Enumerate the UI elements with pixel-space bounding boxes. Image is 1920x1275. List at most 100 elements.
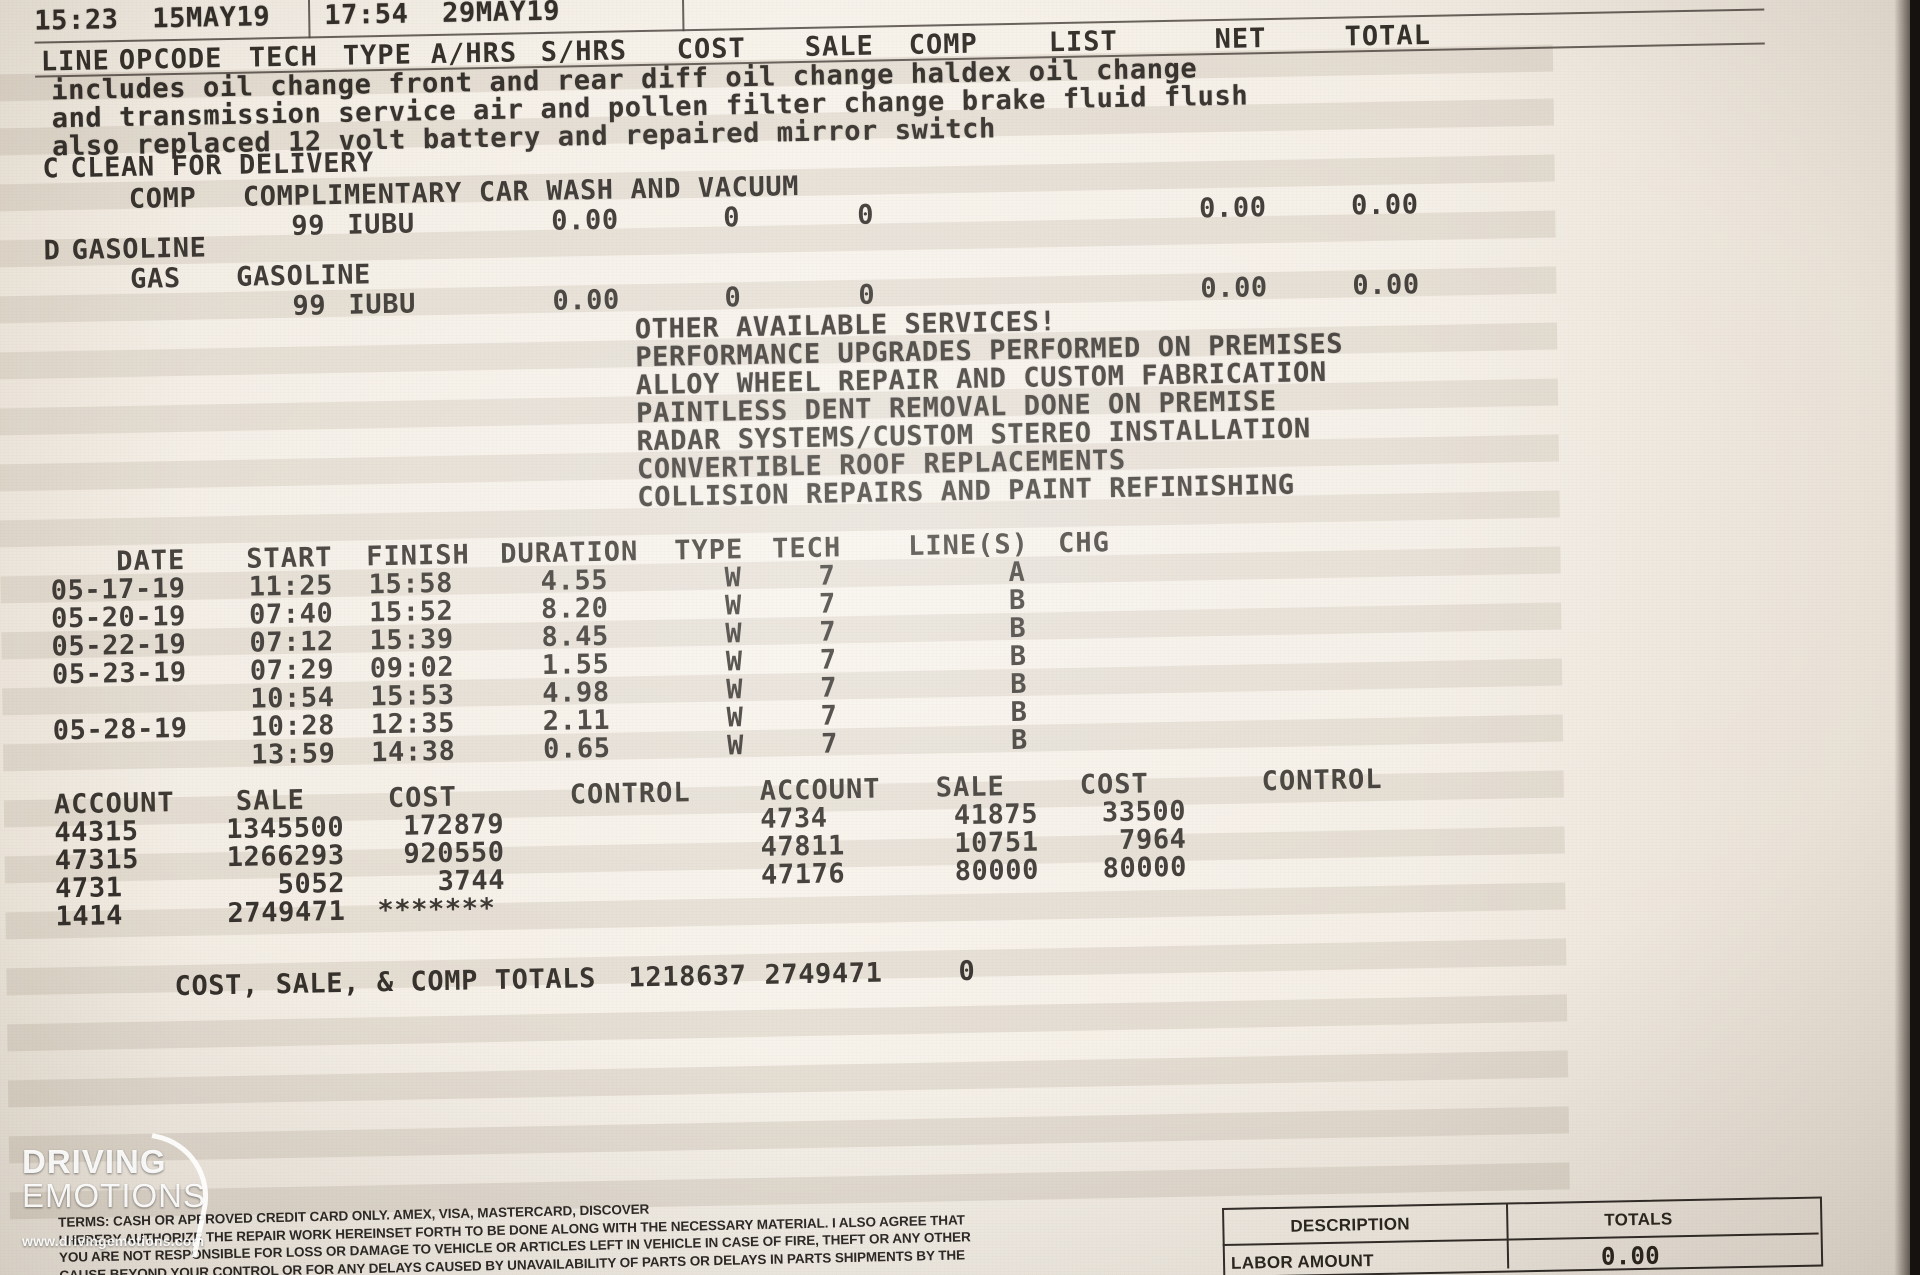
time-row-type: W <box>726 702 744 734</box>
timestamp-close: 17:54 29MAY19 <box>323 0 561 32</box>
col-header-ahrs: A/HRS <box>430 37 518 71</box>
time-row-finish: 15:53 <box>370 679 455 713</box>
account-row-number: 47811 <box>760 830 846 863</box>
line-item-tech: 99 <box>292 290 327 322</box>
time-row-date: 05-28-19 <box>52 712 188 747</box>
zebra-band <box>2 714 1564 772</box>
time-header-finish: FINISH <box>366 539 471 573</box>
time-row-finish: 12:35 <box>370 707 456 741</box>
zebra-band <box>7 994 1568 1052</box>
time-row-type: W <box>724 590 743 622</box>
line-item-total: 0.00 <box>1352 269 1420 302</box>
account-row-cost: 3744 <box>437 864 506 898</box>
time-row-tech: 7 <box>819 616 837 648</box>
zebra-band <box>0 210 1556 268</box>
time-row-start: 10:28 <box>250 710 336 743</box>
timestamp-open: 15:23 15MAY19 <box>34 1 271 37</box>
time-row-start: 10:54 <box>250 682 335 715</box>
line-item-op: COMP <box>128 182 197 215</box>
time-row-finish: 15:52 <box>368 595 454 629</box>
time-row-duration: 0.65 <box>542 732 611 766</box>
account-row-sale: 2749471 <box>227 895 346 930</box>
line-item-ahrs: 0.00 <box>552 284 621 317</box>
time-row-duration: 4.98 <box>542 676 610 710</box>
line-item-code: D <box>43 235 61 267</box>
time-row-tech: 7 <box>818 588 837 620</box>
account-row-sale: 5052 <box>277 867 346 901</box>
col-header-shrs: S/HRS <box>540 35 628 68</box>
time-row-type: W <box>725 646 743 678</box>
col-header-type: TYPE <box>342 39 413 72</box>
time-row-type: W <box>725 618 743 650</box>
time-row-finish: 15:58 <box>368 567 454 601</box>
account-header-cost-right: COST <box>1079 768 1149 801</box>
time-row-duration: 8.20 <box>540 592 609 626</box>
time-row-duration: 2.11 <box>542 704 611 738</box>
totals-box-row-value: 0.00 <box>1600 1241 1661 1271</box>
account-row-number: 1414 <box>55 900 124 933</box>
account-header-cost-left: COST <box>387 781 458 815</box>
time-row-start: 13:59 <box>250 738 336 771</box>
totals-box-col-totals: TOTALS <box>1604 1209 1673 1230</box>
account-header-control-right: CONTROL <box>1261 763 1383 798</box>
time-header-date: DATE <box>116 544 186 578</box>
line-item-total: 0.00 <box>1350 189 1419 222</box>
time-row-finish: 15:39 <box>369 623 454 657</box>
col-header-net: NET <box>1214 23 1267 56</box>
col-header-comp: COMP <box>908 28 978 61</box>
account-row-number: 44315 <box>54 815 139 849</box>
col-header-sale: SALE <box>804 30 874 63</box>
col-header-total: TOTAL <box>1344 19 1432 53</box>
line-item-ahrs: 0.00 <box>551 204 619 237</box>
account-row-number: 47315 <box>54 843 140 877</box>
totals-box-col-description: DESCRIPTION <box>1290 1214 1411 1236</box>
zebra-band <box>1 602 1562 660</box>
col-header-tech: TECH <box>248 41 319 74</box>
zebra-band <box>8 1106 1569 1164</box>
account-header-account-right: ACCOUNT <box>759 773 881 807</box>
grand-totals-comp: 0 <box>958 955 976 988</box>
line-item-type: IUBU <box>348 288 417 321</box>
account-row-sale: 1266293 <box>226 839 345 874</box>
line-item-tech: 99 <box>291 210 326 242</box>
line-item-cost: 0 <box>858 279 876 311</box>
time-row-lines: B <box>1009 668 1028 701</box>
time-header-lines: LINE(S) <box>907 528 1030 562</box>
time-header-start: START <box>246 542 333 575</box>
timestamp-divider-right <box>681 0 685 32</box>
time-header-duration: DURATION <box>499 536 639 570</box>
time-row-lines: B <box>1009 640 1027 673</box>
line-item-op: GAS <box>129 262 181 295</box>
line-item-cost: 0 <box>857 199 875 231</box>
account-row-cost: 7964 <box>1118 823 1187 856</box>
time-row-lines: B <box>1010 696 1028 729</box>
time-row-start: 11:25 <box>248 570 334 603</box>
header-rule-top <box>34 8 1765 44</box>
line-item-title: GASOLINE <box>71 232 207 267</box>
account-row-cost: 920550 <box>403 836 505 870</box>
col-header-cost: COST <box>676 33 747 66</box>
account-row-sale: 1345500 <box>226 811 345 846</box>
account-row-sale: 80000 <box>954 854 1040 888</box>
time-row-finish: 14:38 <box>370 735 456 769</box>
time-row-finish: 09:02 <box>369 651 455 685</box>
line-item-net: 0.00 <box>1200 272 1269 305</box>
time-row-start: 07:40 <box>248 598 334 631</box>
account-row-cost-masked: ******* <box>377 892 496 927</box>
account-row-sale: 41875 <box>953 798 1039 832</box>
grand-totals-cost: 1218637 <box>628 960 747 994</box>
account-row-sale: 10751 <box>954 826 1039 860</box>
col-header-line: LINE <box>40 45 111 78</box>
time-header-type: TYPE <box>673 534 744 567</box>
labor-totals-box: DESCRIPTION TOTALS LABOR AMOUNT 0.00 <box>1222 1196 1824 1275</box>
account-row-cost: 80000 <box>1102 851 1188 885</box>
time-row-date: 05-22-19 <box>51 628 187 663</box>
time-row-tech: 7 <box>820 672 838 704</box>
time-row-start: 07:29 <box>249 654 335 687</box>
line-item-shrs: 0 <box>724 282 742 314</box>
time-row-tech: 7 <box>820 700 838 732</box>
time-row-type: W <box>726 730 745 762</box>
time-row-lines: A <box>1008 556 1026 589</box>
